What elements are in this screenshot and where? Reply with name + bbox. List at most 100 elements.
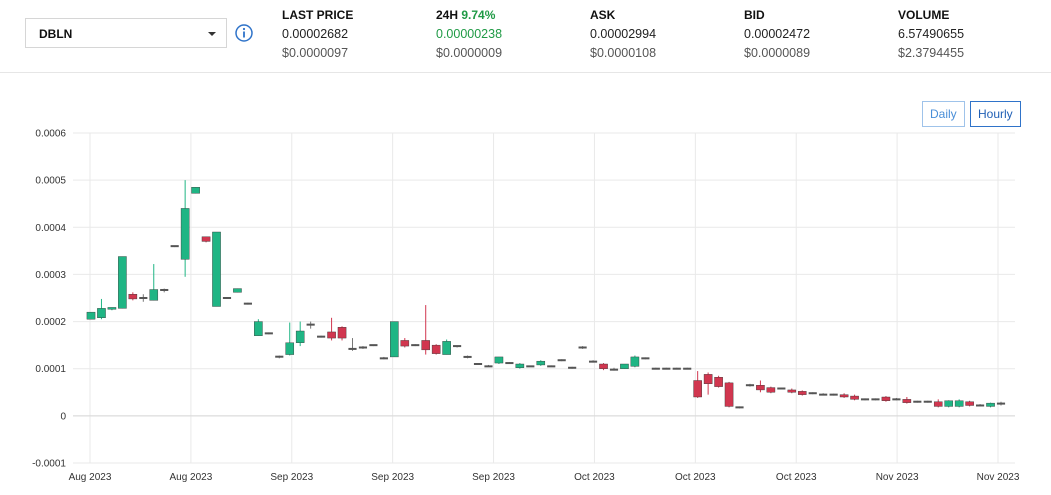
- stat-usd: $0.0000097: [282, 46, 349, 60]
- candle-body: [965, 401, 974, 406]
- candle-body: [463, 355, 472, 358]
- candle-body: [191, 187, 200, 194]
- candle-body: [568, 366, 577, 369]
- candle-body: [160, 288, 169, 291]
- candle-body: [139, 297, 148, 299]
- y-tick-label: 0.0004: [35, 223, 66, 234]
- candle-body: [630, 356, 640, 367]
- candle-body: [118, 256, 127, 309]
- candle-body: [505, 362, 514, 365]
- candle-body: [411, 344, 420, 347]
- candle-body: [348, 347, 357, 350]
- candle-body: [431, 344, 441, 354]
- candle-body: [400, 340, 410, 347]
- y-tick-label: 0.0003: [35, 270, 66, 281]
- stat-value: 0.00002682: [282, 27, 349, 41]
- stat-ask: ASK 0.00002994 $0.0000108: [590, 8, 656, 60]
- candle-body: [233, 288, 242, 293]
- candle-body: [756, 385, 765, 391]
- x-tick-label: Sep 2023: [270, 472, 313, 483]
- stat-change: 9.74%: [461, 8, 496, 22]
- stat-usd: $0.0000009: [436, 46, 503, 60]
- candle-body: [421, 340, 430, 351]
- candle-body: [557, 359, 566, 362]
- candle-body: [536, 360, 546, 366]
- candle-body: [599, 363, 608, 369]
- candle-body: [641, 357, 650, 360]
- pair-dropdown[interactable]: DBLN: [25, 18, 227, 48]
- candle-body: [295, 330, 305, 343]
- candle-body: [745, 384, 755, 387]
- candle-body: [97, 308, 106, 319]
- candle-body: [913, 400, 922, 403]
- candle-body: [735, 406, 744, 409]
- candle-body: [453, 345, 462, 348]
- candle-body: [881, 396, 891, 401]
- candle-body: [86, 311, 96, 320]
- candle-body: [829, 393, 838, 396]
- candle-body: [515, 363, 525, 368]
- candle-body: [494, 356, 504, 364]
- stat-value: 0.00000238: [436, 27, 503, 41]
- x-tick-label: Nov 2023: [876, 472, 919, 483]
- candle-body: [819, 393, 828, 396]
- candle-body: [976, 404, 985, 407]
- candle-body: [724, 382, 734, 407]
- stat-usd: $0.0000108: [590, 46, 657, 60]
- candle-body: [892, 398, 901, 401]
- x-tick-label: Nov 2023: [977, 472, 1020, 483]
- candle-body: [306, 323, 315, 326]
- candle-body: [620, 363, 629, 369]
- stat-volume: VOLUME 6.57490655 $2.3794455: [898, 8, 964, 60]
- candle-body: [275, 355, 284, 358]
- hourly-button[interactable]: Hourly: [970, 101, 1021, 127]
- candle-body: [860, 398, 870, 401]
- y-tick-label: -0.0001: [32, 459, 66, 470]
- candle-body: [683, 367, 692, 370]
- stat-label: ASK: [590, 8, 616, 22]
- stat-value: 0.00002994: [590, 27, 657, 41]
- candle-body: [317, 335, 326, 338]
- candle-body: [850, 395, 859, 400]
- y-tick-label: 0.0006: [35, 129, 66, 140]
- candle-body: [222, 297, 232, 299]
- x-tick-label: Sep 2023: [472, 472, 515, 483]
- candle-body: [327, 331, 336, 339]
- stat-label: 24H: [436, 8, 459, 22]
- candle-body: [714, 376, 723, 387]
- y-tick-label: 0.0001: [35, 364, 66, 375]
- x-tick-label: Sep 2023: [371, 472, 414, 483]
- candle-body: [609, 368, 619, 371]
- stat-label: BID: [744, 8, 765, 22]
- candle-body: [703, 374, 713, 385]
- candle-body: [254, 321, 263, 336]
- candle-body: [107, 307, 117, 310]
- stat-usd: $2.3794455: [898, 46, 965, 60]
- candle-body: [337, 327, 347, 339]
- candle-body: [473, 363, 483, 365]
- candle-body: [902, 399, 912, 403]
- pair-symbol: DBLN: [39, 27, 73, 41]
- candle-body: [390, 321, 399, 358]
- candle-body: [547, 365, 556, 368]
- candle-body: [212, 231, 221, 307]
- candle-body: [923, 400, 932, 403]
- x-tick-label: Aug 2023: [169, 472, 212, 483]
- x-tick-label: Oct 2023: [675, 472, 716, 483]
- candle-body: [839, 394, 849, 398]
- candle-body: [170, 245, 179, 248]
- stat-bid: BID 0.00002472 $0.0000089: [744, 8, 810, 60]
- candle-body: [264, 332, 273, 335]
- stat-value: 0.00002472: [744, 27, 811, 41]
- candle-body: [662, 367, 671, 370]
- candle-body: [180, 208, 190, 260]
- stat-label: VOLUME: [898, 8, 950, 22]
- daily-button[interactable]: Daily: [922, 101, 965, 127]
- candle-body: [808, 392, 817, 395]
- market-header: DBLN LAST PRICE 0.00002682 $0.0000097 24…: [0, 0, 1051, 73]
- stat-value: 6.57490655: [898, 27, 965, 41]
- candle-body: [777, 387, 786, 390]
- info-icon[interactable]: [235, 24, 253, 42]
- x-tick-label: Oct 2023: [574, 472, 615, 483]
- y-tick-label: 0.0002: [35, 317, 66, 328]
